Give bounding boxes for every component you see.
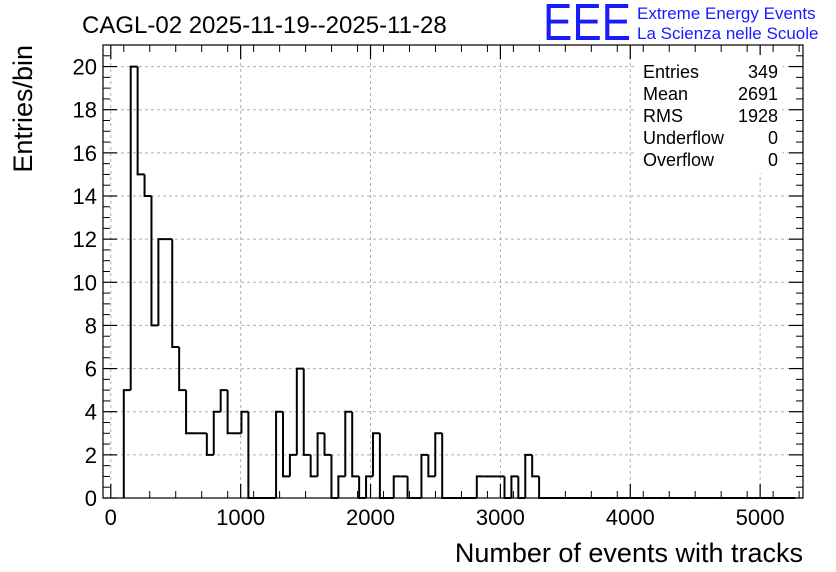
stats-underflow-value: 0 bbox=[768, 128, 778, 148]
y-tick-label: 4 bbox=[85, 400, 97, 425]
histogram-bin bbox=[344, 410, 353, 477]
x-tick-label: 5000 bbox=[736, 505, 785, 530]
histogram-bin bbox=[136, 66, 145, 176]
x-axis: 0 1000 2000 3000 4000 5000 bbox=[105, 45, 800, 530]
histogram-bin bbox=[503, 476, 512, 499]
histogram-bin bbox=[240, 410, 249, 434]
histogram-bin bbox=[365, 475, 373, 498]
chart-title: CAGL-02 2025-11-19--2025-11-28 bbox=[82, 12, 447, 39]
histogram-bin bbox=[212, 410, 221, 455]
logo-line-2: La Scienza nelle Scuole bbox=[637, 24, 818, 43]
y-axis-title: Entries/bin bbox=[8, 45, 38, 173]
histogram-bin bbox=[330, 454, 339, 499]
x-tick-label: 0 bbox=[105, 505, 117, 530]
histogram-bin bbox=[358, 476, 367, 499]
histogram-bin bbox=[371, 432, 380, 477]
histogram-bin bbox=[323, 433, 332, 456]
histogram-bin bbox=[205, 433, 214, 456]
histogram-bin bbox=[434, 432, 443, 477]
histogram-bin bbox=[420, 453, 429, 498]
histogram-bin bbox=[281, 411, 290, 478]
histogram-bin bbox=[316, 432, 325, 477]
histogram-bin bbox=[302, 368, 311, 456]
stats-underflow-label: Underflow bbox=[643, 128, 725, 148]
y-tick-label: 14 bbox=[73, 184, 97, 209]
x-tick-label: 1000 bbox=[216, 505, 265, 530]
histogram-bin bbox=[538, 476, 547, 499]
histogram-bin bbox=[517, 476, 526, 499]
y-tick-label: 16 bbox=[73, 141, 97, 166]
stats-mean-value: 2691 bbox=[738, 84, 778, 104]
histogram-bin bbox=[337, 475, 346, 498]
stats-box: Entries 349 Mean 2691 RMS 1928 Underflow… bbox=[637, 55, 782, 173]
stats-overflow-value: 0 bbox=[768, 150, 778, 170]
stats-overflow-label: Overflow bbox=[643, 150, 715, 170]
stats-rms-label: RMS bbox=[643, 106, 683, 126]
histogram-bin bbox=[309, 454, 318, 478]
histogram-bin bbox=[378, 433, 387, 499]
stats-rms-value: 1928 bbox=[738, 106, 778, 126]
x-tick-label: 3000 bbox=[476, 505, 525, 530]
histogram-bin bbox=[351, 411, 360, 478]
histogram-bin bbox=[288, 453, 297, 477]
histogram-bin bbox=[150, 196, 159, 327]
stats-mean-label: Mean bbox=[643, 84, 688, 104]
stats-box-background bbox=[637, 55, 782, 173]
histogram-bin bbox=[185, 390, 193, 435]
histogram-bin bbox=[171, 239, 180, 348]
logo-line-1: Extreme Energy Events bbox=[637, 4, 816, 23]
histogram-bin bbox=[129, 65, 138, 391]
y-tick-label: 2 bbox=[85, 443, 97, 468]
histogram-bin bbox=[531, 454, 540, 478]
y-axis: 0 2 4 6 8 10 12 14 16 18 20 bbox=[73, 55, 803, 511]
eee-logo: EEE Extreme Energy Events La Scienza nel… bbox=[543, 0, 818, 52]
y-tick-label: 0 bbox=[85, 486, 97, 511]
logo-mark: EEE bbox=[543, 0, 631, 52]
x-axis-title: Number of events with tracks bbox=[455, 538, 803, 568]
histogram-bin bbox=[226, 390, 235, 435]
histogram-bin bbox=[392, 475, 401, 498]
y-tick-label: 20 bbox=[73, 55, 97, 80]
histogram-bin bbox=[427, 454, 436, 478]
x-tick-label: 4000 bbox=[606, 505, 655, 530]
histogram-bin bbox=[143, 174, 152, 197]
y-tick-label: 6 bbox=[85, 357, 97, 382]
x-tick-label: 2000 bbox=[346, 505, 395, 530]
histogram-bin bbox=[219, 389, 228, 412]
histogram-bin bbox=[524, 453, 533, 498]
histogram-bin bbox=[178, 347, 187, 392]
y-tick-label: 12 bbox=[73, 227, 97, 252]
y-tick-label: 8 bbox=[85, 313, 97, 338]
stats-entries-value: 349 bbox=[748, 62, 778, 82]
histogram-bin bbox=[441, 433, 450, 499]
histogram-bin bbox=[295, 367, 304, 455]
histogram-bin bbox=[475, 475, 484, 498]
histogram-bin bbox=[122, 389, 131, 498]
histogram-bars bbox=[122, 65, 796, 499]
histogram-bin bbox=[247, 411, 256, 499]
stats-entries-label: Entries bbox=[643, 62, 699, 82]
y-tick-label: 10 bbox=[73, 270, 97, 295]
histogram-bin bbox=[275, 410, 283, 498]
y-tick-label: 18 bbox=[73, 98, 97, 123]
histogram-bin bbox=[406, 476, 415, 499]
histogram-bin bbox=[510, 475, 519, 498]
histogram-bin bbox=[157, 238, 166, 326]
